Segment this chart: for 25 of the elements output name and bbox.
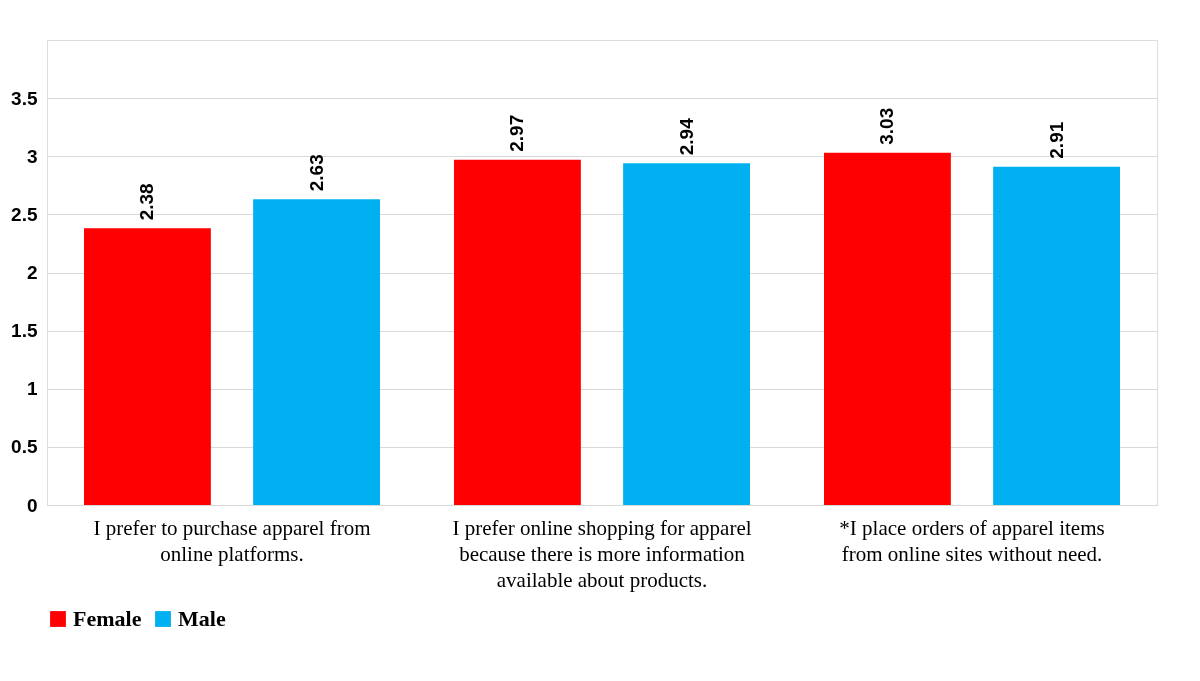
- x-tick-label: *I place orders of apparel items from online sites without need.: [839, 515, 1105, 566]
- data-label: 2.97: [506, 114, 528, 152]
- y-tick-label: 3: [26, 145, 38, 167]
- data-label: 2.91: [1045, 121, 1067, 159]
- bar: [824, 152, 951, 505]
- bar: [454, 159, 581, 505]
- bar: [623, 163, 750, 505]
- legend-label: Male: [178, 606, 226, 631]
- data-label: 2.63: [305, 154, 327, 192]
- y-tick-label: 0: [26, 494, 38, 516]
- y-tick-label: 3.5: [11, 87, 38, 109]
- bar: [993, 166, 1120, 505]
- data-label: 2.38: [136, 183, 158, 221]
- x-tick-label: I prefer to purchase apparel from online platforms.: [93, 515, 371, 566]
- data-label: 3.03: [876, 107, 898, 145]
- y-tick-label: 2: [26, 262, 38, 283]
- legend-label: Female: [73, 606, 142, 631]
- y-tick-label: 1.5: [11, 320, 38, 342]
- y-tick-label: 2.5: [11, 203, 38, 225]
- bar: [253, 199, 380, 505]
- y-tick-label: 1: [26, 378, 38, 400]
- x-tick-label: I prefer online shopping for apparel because there is more information available about products.: [452, 515, 752, 592]
- bar: [84, 228, 211, 505]
- y-tick-label: 0.5: [11, 436, 38, 458]
- data-label: 2.94: [675, 117, 697, 156]
